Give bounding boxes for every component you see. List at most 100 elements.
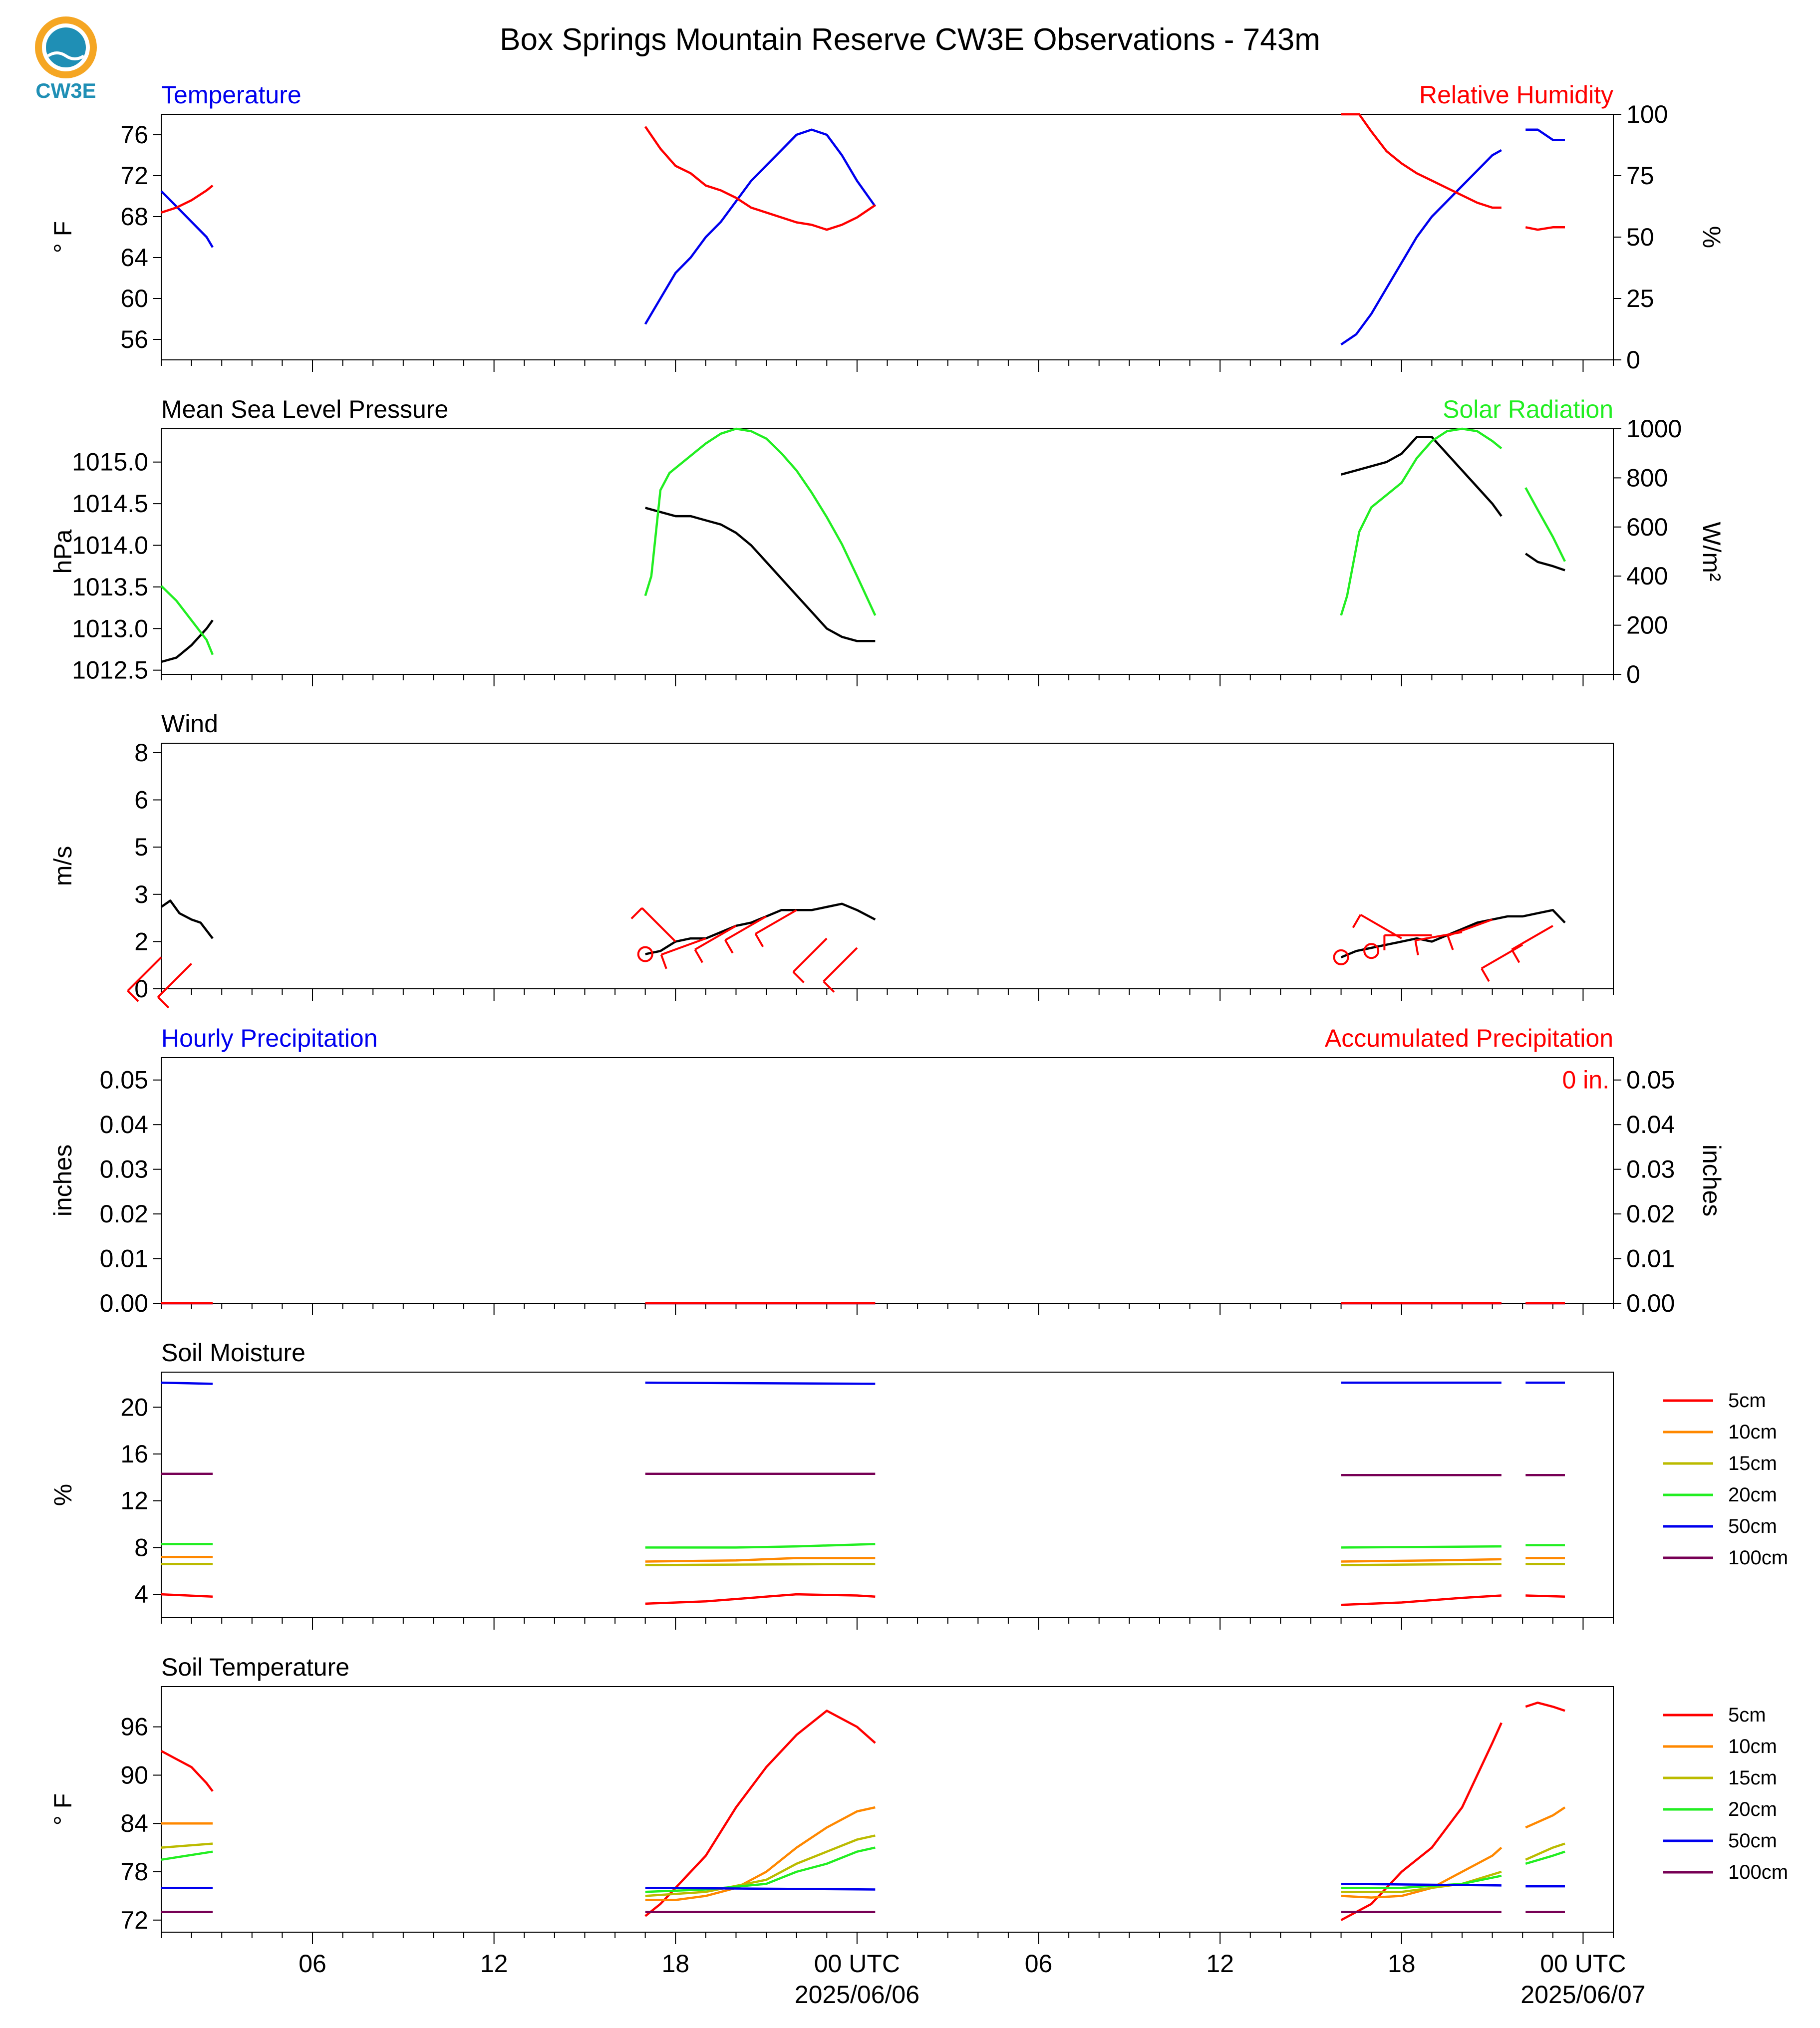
series-line-50cm xyxy=(1341,1882,1502,1887)
series-line-solar-radiation xyxy=(1524,487,1566,562)
y-tick-label-left: 78 xyxy=(120,1858,148,1886)
legend-label: 100cm xyxy=(1728,1547,1788,1569)
series-line-wind-speed xyxy=(1340,909,1566,958)
y-tick-label-left: 20 xyxy=(120,1393,148,1421)
y-tick-label-right: 200 xyxy=(1626,611,1668,639)
y-tick-label-left: 0.05 xyxy=(100,1066,148,1094)
series-line-50cm xyxy=(645,1381,876,1385)
x-tick-label: 18 xyxy=(1388,1950,1416,1978)
wind-barb-flag xyxy=(792,971,805,983)
precip-total-label: 0 in. xyxy=(1562,1066,1609,1094)
series-line-15cm xyxy=(645,1834,876,1897)
y-tick-label-left: 0.03 xyxy=(100,1156,148,1183)
y-tick-label-left: 12 xyxy=(120,1487,148,1515)
x-tick-label: 18 xyxy=(661,1950,689,1978)
series-line-temperature xyxy=(1340,149,1502,346)
series-line-mean-sea-level-pressure xyxy=(645,507,876,642)
plot-frame xyxy=(161,428,1614,675)
panel-pressure_solar: Mean Sea Level Pressure Solar Radiation 10… xyxy=(49,395,1726,688)
wind-barb-flag xyxy=(660,954,667,969)
wind-barb-flag xyxy=(823,980,835,993)
series-line-mean-sea-level-pressure xyxy=(161,619,214,663)
y-tick-label-left: 1014.5 xyxy=(72,490,148,518)
chart-title: Box Springs Mountain Reserve CW3E Observ… xyxy=(500,22,1320,57)
wind-barb-flag xyxy=(630,907,643,919)
y-axis-label-left: ° F xyxy=(49,1793,77,1825)
legend-label: 50cm xyxy=(1728,1830,1777,1852)
x-tick-label: 12 xyxy=(480,1950,508,1978)
y-axis-label-left: hPa xyxy=(49,529,77,574)
y-tick-label-left: 0.01 xyxy=(100,1245,148,1273)
series-line-5cm xyxy=(645,1593,876,1605)
y-tick-label-left: 4 xyxy=(134,1580,148,1608)
wind-barb-flag xyxy=(754,933,764,947)
legend-label: 15cm xyxy=(1728,1452,1777,1474)
y-tick-label-left: 0 xyxy=(134,975,148,1003)
y-tick-label-right: 0.03 xyxy=(1626,1156,1675,1183)
y-tick-label-left: 0.04 xyxy=(100,1111,148,1139)
legend-label: 15cm xyxy=(1728,1767,1777,1789)
y-tick-label-left: 84 xyxy=(120,1809,148,1837)
y-tick-label-right: 0.05 xyxy=(1626,1066,1675,1094)
series-line-relative-humidity xyxy=(1525,226,1565,231)
logo: CW3E xyxy=(35,16,97,102)
x-tick-date-label: 2025/06/06 xyxy=(795,1981,919,2009)
series-line-temperature xyxy=(160,190,214,248)
plot-frame xyxy=(161,114,1614,360)
series-line-15cm xyxy=(1525,1842,1565,1861)
panel-title-right: Relative Humidity xyxy=(1419,81,1613,109)
logo-text: CW3E xyxy=(35,79,96,102)
wind-barb-flag xyxy=(1414,940,1419,955)
y-axis-label-right: inches xyxy=(1698,1145,1726,1217)
series-line-10cm xyxy=(1525,1806,1566,1829)
series-line-10cm xyxy=(645,1806,876,1901)
panel-soil_temp: Soil Temperature 72 78 84 90 96 ° F 5cm 10cm 15cm… xyxy=(49,1653,1788,2009)
wind-barb xyxy=(641,907,676,942)
y-tick-label-left: 6 xyxy=(134,786,148,814)
logo-drop-icon xyxy=(35,16,97,78)
panel-temp_rh: Temperature Relative Humidity 56 60 64 68 72 76… xyxy=(49,81,1726,374)
series-line-5cm xyxy=(1525,1594,1565,1598)
y-tick-label-left: 3 xyxy=(134,880,148,908)
wind-barb xyxy=(1511,925,1553,951)
y-tick-label-right: 1000 xyxy=(1626,415,1682,443)
legend-label: 100cm xyxy=(1728,1861,1788,1883)
panel-title-left: Mean Sea Level Pressure xyxy=(161,395,448,423)
y-tick-label-right: 400 xyxy=(1626,562,1668,590)
x-tick-label: 12 xyxy=(1206,1950,1234,1978)
legend-label: 10cm xyxy=(1728,1421,1777,1443)
panel-wind: Wind 0 2 3 5 6 8 m/s xyxy=(49,710,1614,1009)
y-tick-label-right: 0 xyxy=(1626,660,1640,688)
wind-barb xyxy=(127,956,162,992)
series-line-solar-radiation xyxy=(1340,427,1503,616)
y-tick-label-left: 8 xyxy=(134,739,148,767)
series-line-mean-sea-level-pressure xyxy=(1341,436,1503,517)
legend-label: 20cm xyxy=(1728,1484,1777,1506)
wind-barb-flag xyxy=(157,996,170,1009)
y-tick-label-right: 75 xyxy=(1626,162,1654,190)
series-line-15cm xyxy=(161,1842,213,1849)
y-axis-label-right: % xyxy=(1698,226,1726,248)
y-tick-label-right: 600 xyxy=(1626,513,1668,541)
x-tick-date-label: 2025/06/07 xyxy=(1520,1981,1645,2009)
y-tick-label-right: 800 xyxy=(1626,464,1668,492)
y-tick-label-right: 25 xyxy=(1626,285,1654,312)
y-tick-label-left: 72 xyxy=(120,1906,148,1934)
series-line-5cm xyxy=(161,1593,213,1598)
series-line-solar-radiation xyxy=(644,427,877,616)
series-line-solar-radiation xyxy=(160,585,214,655)
series-line-5cm xyxy=(1340,1722,1503,1921)
wind-barb xyxy=(823,947,858,982)
legend-label: 5cm xyxy=(1728,1390,1766,1412)
wind-barb xyxy=(157,963,193,998)
y-tick-label-left: 16 xyxy=(120,1440,148,1468)
wind-barb-calm xyxy=(1333,949,1349,965)
wind-barb xyxy=(694,925,737,951)
panel-title-left: Soil Moisture xyxy=(161,1339,305,1367)
series-line-50cm xyxy=(645,1887,876,1891)
series-line-5cm xyxy=(644,1710,876,1917)
series-line-20cm xyxy=(1525,1850,1565,1865)
y-tick-label-left: 64 xyxy=(120,244,148,272)
panel-title-right: Accumulated Precipitation xyxy=(1325,1024,1613,1052)
